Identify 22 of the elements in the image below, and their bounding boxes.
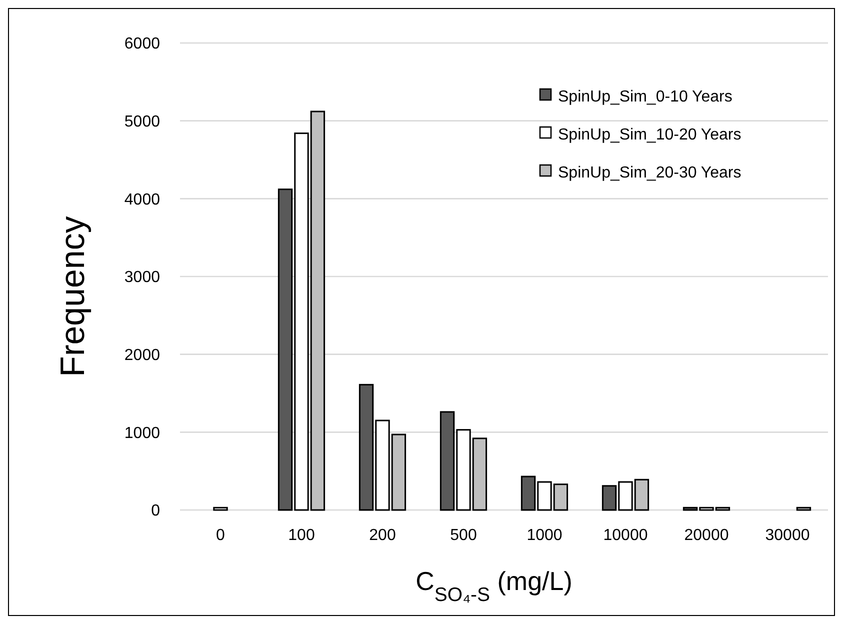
x-tick-label: 100	[288, 527, 315, 544]
y-tick-label: 2000	[124, 346, 160, 364]
x-tick-label: 30000	[765, 527, 810, 544]
y-axis-title: Frequency	[54, 216, 92, 377]
x-tick-label: 500	[450, 527, 477, 544]
x-tick-label: 10000	[603, 527, 648, 544]
bar	[796, 506, 812, 511]
legend-label: SpinUp_Sim_10-20 Years	[558, 126, 742, 144]
y-tick-label: 0	[151, 502, 160, 520]
bar	[213, 506, 228, 511]
x-tick-label: 20000	[684, 527, 729, 544]
y-tick-label: 1000	[124, 424, 160, 442]
legend-label: SpinUp_Sim_20-30 Years	[558, 164, 742, 182]
y-tick-label: 6000	[124, 36, 160, 53]
y-tick-label: 3000	[124, 269, 160, 286]
x-tick-label: 200	[369, 527, 396, 544]
y-tick-label: 5000	[124, 113, 160, 130]
y-tick-label: 4000	[124, 191, 160, 208]
legend-label: SpinUp_Sim_0-10 Years	[558, 88, 732, 106]
x-tick-label: 0	[216, 527, 226, 544]
x-axis-title: C$_{SO₄-S}$ (mg/L)	[416, 566, 572, 606]
x-tick-label: 1000	[526, 527, 562, 544]
